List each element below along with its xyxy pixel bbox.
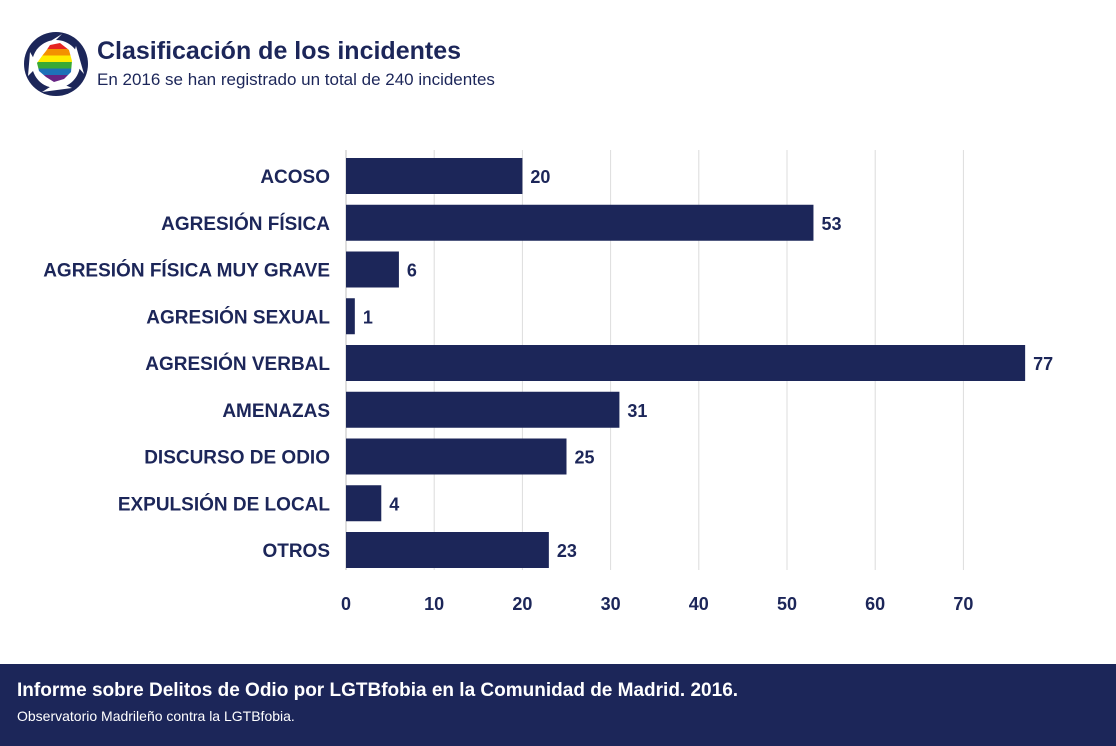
category-label: AGRESIÓN FÍSICA MUY GRAVE <box>43 260 330 282</box>
footer-subtitle: Observatorio Madrileño contra la LGTBfob… <box>17 708 295 724</box>
data-label: 20 <box>530 167 550 187</box>
data-labels: 20 53 6 1 77 31 25 4 23 <box>363 167 1053 561</box>
bars <box>346 158 1026 568</box>
data-label: 25 <box>575 448 595 468</box>
data-label: 1 <box>363 307 373 327</box>
x-tick-label: 30 <box>601 594 621 614</box>
footer-banner: Informe sobre Delitos de Odio por LGTBfo… <box>0 664 1116 746</box>
bar-1 <box>346 204 814 241</box>
category-labels: ACOSO AGRESIÓN FÍSICA AGRESIÓN FÍSICA MUY … <box>43 167 330 562</box>
bar-0 <box>346 158 523 194</box>
x-tick-label: 20 <box>512 594 532 614</box>
footer-title: Informe sobre Delitos de Odio por LGTBfo… <box>17 680 739 701</box>
observatory-logo <box>24 32 88 96</box>
x-tick-label: 0 <box>341 594 351 614</box>
category-label: AGRESIÓN VERBAL <box>145 353 330 375</box>
category-label: AMENAZAS <box>222 401 330 422</box>
data-label: 31 <box>627 401 647 421</box>
category-label: ACOSO <box>260 167 330 188</box>
chart-title: Clasificación de los incidentes <box>97 37 462 65</box>
category-label: DISCURSO DE ODIO <box>144 448 330 469</box>
category-label: AGRESIÓN FÍSICA <box>161 213 330 235</box>
bar-4 <box>346 345 1026 381</box>
data-label: 77 <box>1033 354 1053 374</box>
category-label: OTROS <box>262 541 330 562</box>
x-tick-label: 10 <box>424 594 444 614</box>
data-label: 23 <box>557 541 577 561</box>
data-label: 6 <box>407 261 417 281</box>
bar-5 <box>346 391 620 428</box>
x-axis-ticks: 0 10 20 30 40 50 60 70 <box>341 594 973 614</box>
rainbow-map-icon <box>37 43 72 82</box>
category-label: AGRESIÓN SEXUAL <box>146 306 330 328</box>
x-tick-label: 50 <box>777 594 797 614</box>
category-label: EXPULSIÓN DE LOCAL <box>118 493 331 515</box>
bar-2 <box>346 251 399 288</box>
bar-7 <box>346 485 382 522</box>
x-tick-label: 40 <box>689 594 709 614</box>
x-tick-label: 70 <box>953 594 973 614</box>
data-label: 53 <box>821 214 841 234</box>
bar-3 <box>346 298 355 335</box>
bar-chart: ACOSO AGRESIÓN FÍSICA AGRESIÓN FÍSICA MUY … <box>43 150 1053 614</box>
x-tick-label: 60 <box>865 594 885 614</box>
data-label: 4 <box>389 494 399 514</box>
bar-6 <box>346 438 567 475</box>
bar-8 <box>346 532 549 568</box>
chart-subtitle: En 2016 se han registrado un total de 24… <box>97 70 495 89</box>
